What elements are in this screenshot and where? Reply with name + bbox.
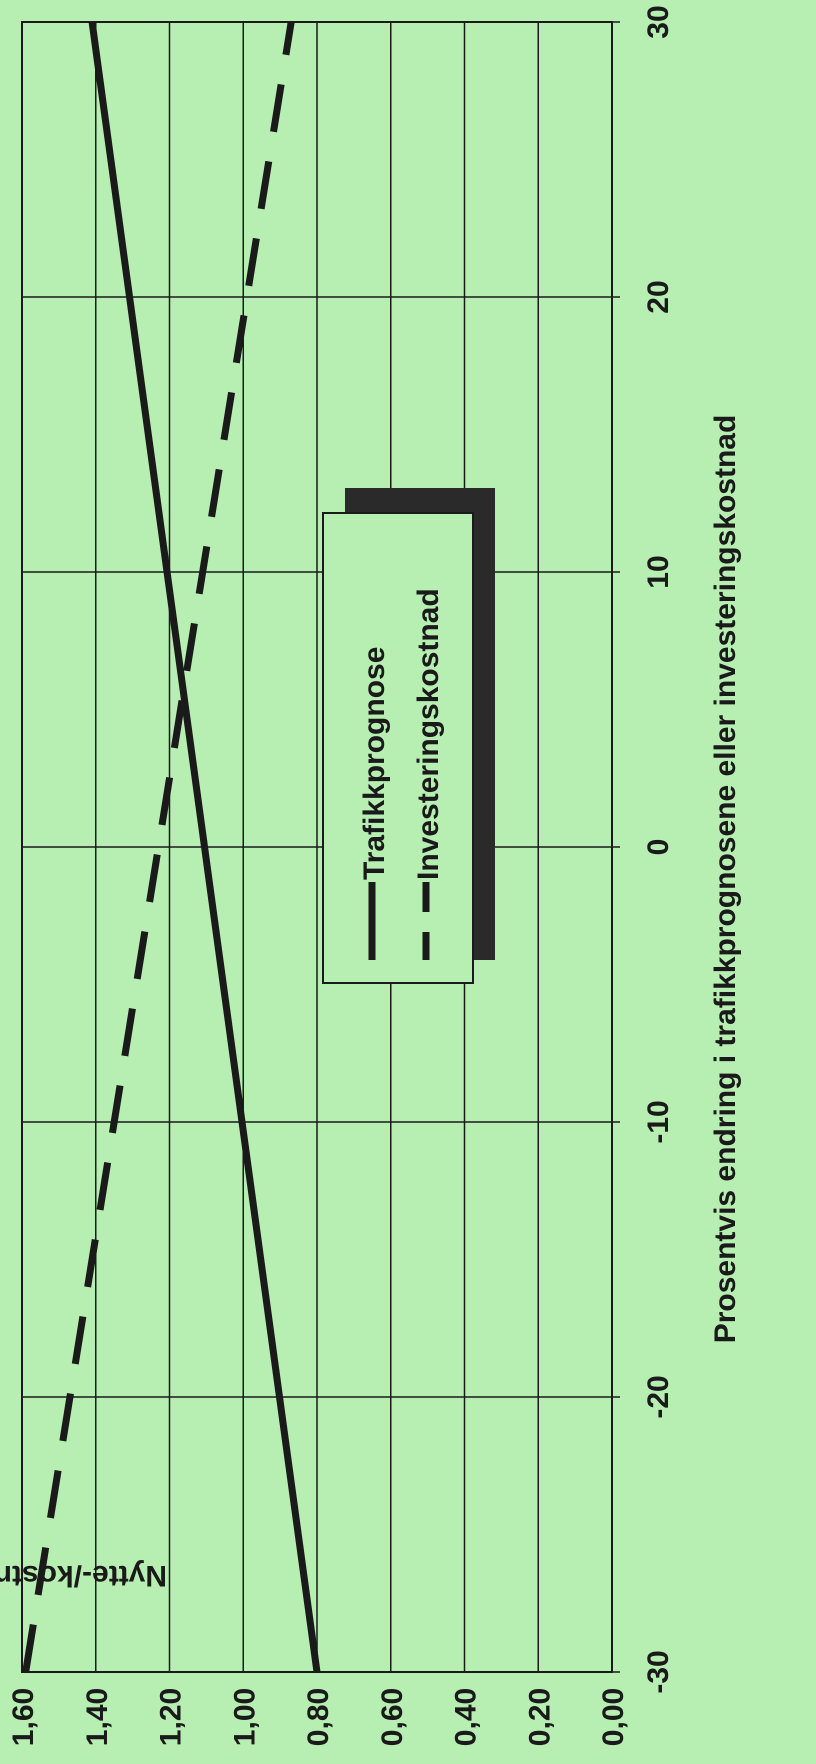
y-tick-label: 1,20 <box>155 1688 188 1746</box>
legend-box <box>322 512 474 984</box>
x-tick-label: 20 <box>642 280 675 313</box>
x-axis-title: Prosentvis endring i trafikkprognosene e… <box>709 415 742 1344</box>
y-tick-label: 0,80 <box>302 1688 335 1746</box>
y-axis-title: Nytte-/kostnadsbrøk <box>0 1559 167 1592</box>
series-group <box>22 21 321 1673</box>
legend: Trafikkprognose Investeringskostnad <box>322 488 495 984</box>
y-tick-label: 0,20 <box>523 1688 556 1746</box>
grid <box>21 21 620 1673</box>
x-tick-label: 0 <box>642 839 675 856</box>
y-tick-label: 0,40 <box>450 1688 483 1746</box>
legend-label-trafikkprognose: Trafikkprognose <box>358 647 391 880</box>
y-tick-label: 1,60 <box>7 1688 40 1746</box>
x-tick-label: -20 <box>642 1375 675 1418</box>
series-line-investeringskostnad <box>22 21 295 1673</box>
y-tick-label: 1,00 <box>228 1688 261 1746</box>
x-tick-label: -30 <box>642 1650 675 1693</box>
x-tick-label: -10 <box>642 1100 675 1143</box>
legend-label-investeringskostnad: Investeringskostnad <box>412 588 445 880</box>
x-tick-label: 10 <box>642 555 675 588</box>
y-tick-label: 0,60 <box>376 1688 409 1746</box>
tick-labels: 0,00 0,20 0,40 0,60 0,80 1,00 1,20 1,40 1,60 -30 -… <box>7 5 675 1746</box>
series-line-trafikkprognose <box>88 21 321 1673</box>
x-tick-label: 30 <box>642 5 675 38</box>
y-tick-label: 0,00 <box>597 1688 630 1746</box>
y-tick-label: 1,40 <box>81 1688 114 1746</box>
